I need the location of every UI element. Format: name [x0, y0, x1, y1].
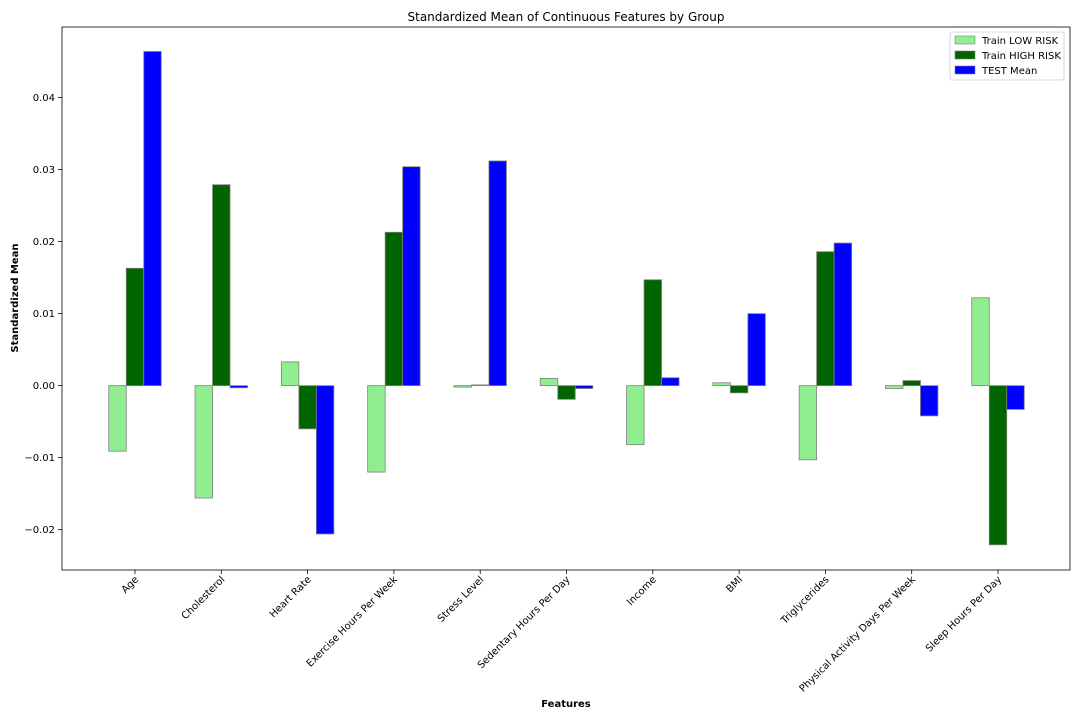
x-tick-label: Age: [120, 574, 141, 595]
y-tick-label: −0.01: [24, 453, 55, 464]
bar: [885, 385, 904, 389]
legend-swatch: [954, 35, 976, 45]
legend-swatch: [954, 65, 976, 75]
bar: [729, 385, 749, 394]
bar: [384, 231, 404, 387]
bar: [315, 385, 335, 535]
legend-label: Train HIGH RISK: [981, 51, 1061, 62]
chart-title: Standardized Mean of Continuous Features…: [408, 10, 725, 24]
x-tick-label: Triglycerides: [779, 574, 832, 627]
y-tick-label: 0.04: [33, 93, 55, 104]
legend: Train LOW RISK Train HIGH RISK TEST Mean: [949, 31, 1065, 81]
bar: [816, 251, 835, 387]
bar: [402, 166, 421, 387]
bar: [798, 385, 818, 461]
bar: [712, 382, 731, 387]
y-tick-label: 0.02: [33, 237, 55, 248]
legend-box: [949, 31, 1065, 81]
bar: [643, 279, 662, 387]
x-tick-label: Cholesterol: [180, 574, 228, 622]
bar: [557, 385, 576, 400]
bar: [988, 385, 1008, 546]
bar: [194, 385, 213, 499]
legend-label: TEST Mean: [981, 66, 1037, 77]
y-axis: −0.02 −0.01 0.00 0.01 0.02 0.03 0.04: [24, 93, 62, 536]
bar: [626, 385, 645, 446]
bar: [367, 385, 386, 473]
bar: [212, 184, 231, 387]
x-tick-label: Income: [625, 574, 659, 608]
x-tick-label: BMI: [724, 574, 745, 595]
bar: [920, 385, 939, 417]
bar: [1006, 385, 1025, 410]
x-tick-label: Stress Level: [436, 574, 486, 624]
y-axis-label: Standardized Mean: [10, 243, 21, 352]
x-tick-label: Sedentary Hours Per Day: [476, 574, 573, 671]
bar: [574, 385, 594, 389]
bar: [108, 385, 127, 452]
y-tick-label: 0.01: [33, 309, 55, 320]
y-tick-label: −0.02: [24, 525, 55, 536]
bar: [833, 242, 853, 387]
bar: [229, 385, 248, 389]
bars-group: [108, 51, 1025, 546]
bar: [125, 267, 145, 387]
y-tick-label: 0.00: [33, 381, 55, 392]
bar: [488, 160, 507, 387]
bar: [471, 384, 490, 387]
x-tick-label: Heart Rate: [268, 574, 314, 620]
x-axis-label: Features: [541, 699, 591, 710]
bar: [298, 385, 317, 430]
x-tick-label: Sleep Hours Per Day: [924, 574, 1004, 654]
legend-swatch: [954, 50, 976, 60]
bar: [280, 361, 300, 387]
legend-label: Train LOW RISK: [981, 36, 1059, 47]
x-tick-label: Exercise Hours Per Week: [305, 574, 400, 669]
bar: [971, 297, 990, 387]
bar: [902, 380, 921, 387]
plot-frame: [61, 26, 1071, 571]
bar: [747, 313, 766, 387]
bar: [453, 385, 472, 388]
bar: [661, 377, 680, 387]
bar: [539, 378, 559, 387]
bar: [143, 51, 162, 387]
y-tick-label: 0.03: [33, 165, 55, 176]
